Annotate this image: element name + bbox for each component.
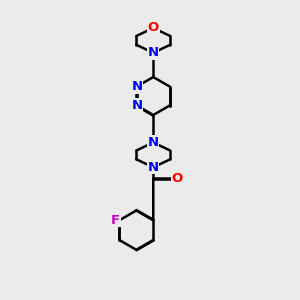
Text: N: N — [148, 46, 159, 59]
Text: F: F — [111, 214, 120, 227]
Text: N: N — [148, 136, 159, 149]
Text: O: O — [148, 22, 159, 34]
Text: N: N — [148, 161, 159, 174]
Text: N: N — [131, 80, 142, 93]
Text: N: N — [131, 99, 142, 112]
Text: O: O — [172, 172, 183, 185]
